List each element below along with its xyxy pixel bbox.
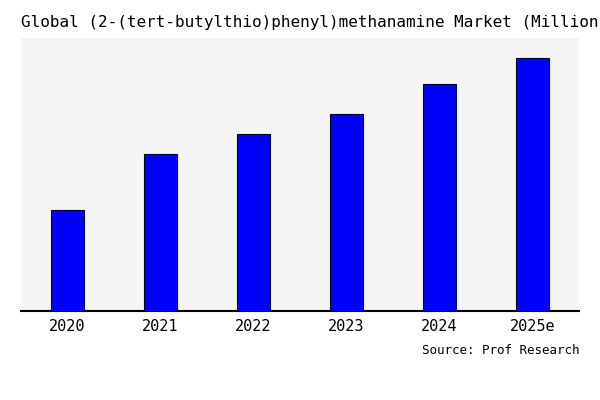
Text: Source: Prof Research: Source: Prof Research xyxy=(421,344,579,357)
Bar xyxy=(144,154,177,311)
Text: Global (2-(tert-butylthio)phenyl)methanamine Market (Million USD): Global (2-(tert-butylthio)phenyl)methana… xyxy=(21,15,600,30)
Bar xyxy=(237,134,270,311)
Bar xyxy=(51,210,84,311)
Bar xyxy=(330,114,363,311)
Bar xyxy=(423,84,456,311)
Bar xyxy=(516,58,549,311)
